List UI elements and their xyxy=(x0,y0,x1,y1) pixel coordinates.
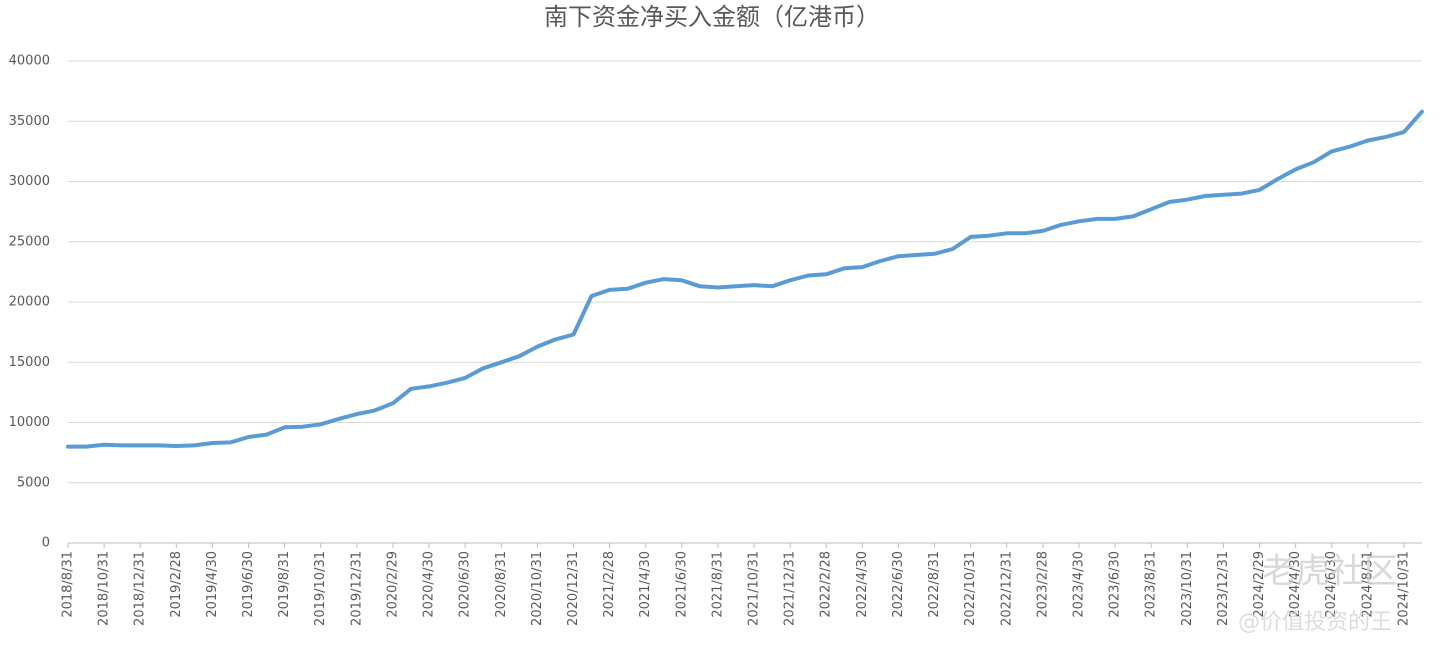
x-tick-label: 2022/2/28 xyxy=(819,551,834,618)
x-tick-label: 2019/6/30 xyxy=(241,551,256,618)
x-tick-label: 2022/10/31 xyxy=(963,551,978,626)
x-tick-label: 2020/6/30 xyxy=(458,551,473,618)
y-tick-label: 20000 xyxy=(9,295,50,310)
x-tick-label: 2024/2/29 xyxy=(1252,551,1267,618)
x-tick-label: 2021/12/31 xyxy=(783,551,798,626)
y-tick-label: 0 xyxy=(42,536,50,551)
y-tick-label: 5000 xyxy=(17,475,50,490)
x-tick-label: 2020/12/31 xyxy=(566,551,581,626)
x-tick-label: 2023/10/31 xyxy=(1180,551,1195,626)
y-tick-label: 30000 xyxy=(9,174,50,189)
x-tick-label: 2024/10/31 xyxy=(1396,551,1411,626)
chart-title: 南下资金净买入金额（亿港币） xyxy=(544,3,880,31)
x-tick-label: 2019/8/31 xyxy=(277,551,292,618)
y-tick-label: 25000 xyxy=(9,234,50,249)
y-tick-label: 35000 xyxy=(9,114,50,129)
x-tick-label: 2023/4/30 xyxy=(1071,551,1086,618)
x-tick-label: 2020/8/31 xyxy=(494,551,509,618)
x-tick-label: 2021/8/31 xyxy=(710,551,725,618)
x-tick-label: 2021/10/31 xyxy=(747,551,762,626)
x-tick-label: 2022/8/31 xyxy=(927,551,942,618)
x-tick-label: 2022/6/30 xyxy=(891,551,906,618)
x-tick-label: 2023/2/28 xyxy=(1035,551,1050,618)
x-tick-label: 2022/4/30 xyxy=(855,551,870,618)
x-tick-label: 2023/8/31 xyxy=(1144,551,1159,618)
x-tick-label: 2020/10/31 xyxy=(530,551,545,626)
x-tick-label: 2020/2/29 xyxy=(385,551,400,618)
x-tick-label: 2023/6/30 xyxy=(1108,551,1123,618)
data-line xyxy=(66,109,1424,449)
watermark: @价值投资的王 xyxy=(1238,610,1392,635)
x-tick-label: 2019/2/28 xyxy=(169,551,184,618)
x-tick-label: 2024/4/30 xyxy=(1288,551,1303,618)
y-tick-label: 15000 xyxy=(9,355,50,370)
y-tick-label: 40000 xyxy=(9,54,50,69)
x-tick-label: 2024/6/30 xyxy=(1324,551,1339,618)
x-tick-label: 2024/8/31 xyxy=(1360,551,1375,618)
x-tick-label: 2020/4/30 xyxy=(422,551,437,618)
x-tick-label: 2018/10/31 xyxy=(97,551,112,626)
x-tick-label: 2019/4/30 xyxy=(205,551,220,618)
x-tick-label: 2023/12/31 xyxy=(1216,551,1231,626)
y-tick-label: 10000 xyxy=(9,415,50,430)
x-tick-label: 2018/8/31 xyxy=(61,551,76,618)
x-tick-label: 2019/12/31 xyxy=(349,551,364,626)
x-tick-label: 2021/2/28 xyxy=(602,551,617,618)
x-tick-label: 2022/12/31 xyxy=(999,551,1014,626)
x-tick-label: 2018/12/31 xyxy=(133,551,148,626)
watermark: 老虎社区 xyxy=(1262,552,1398,592)
x-tick-label: 2021/6/30 xyxy=(674,551,689,618)
x-tick-label: 2019/10/31 xyxy=(313,551,328,626)
x-tick-label: 2021/4/30 xyxy=(638,551,653,618)
